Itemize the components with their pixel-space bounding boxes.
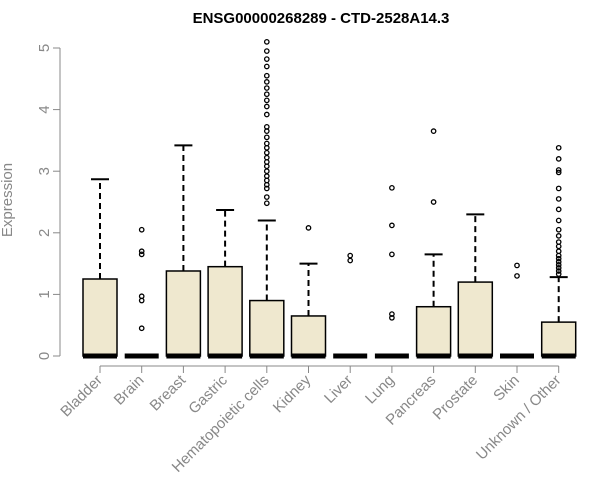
box-breast xyxy=(165,144,202,359)
outlier-point xyxy=(389,251,395,258)
outlier-point xyxy=(389,314,395,321)
y-tick-label: 0 xyxy=(36,352,53,360)
outlier-point xyxy=(555,169,562,176)
outlier-point xyxy=(263,63,270,70)
outlier-point xyxy=(555,255,562,262)
outlier-point xyxy=(555,258,562,265)
box-lung xyxy=(374,184,409,359)
outlier-point xyxy=(555,233,562,239)
box-unknown-other xyxy=(540,144,577,359)
box-body xyxy=(415,305,452,357)
outlier-point xyxy=(555,167,562,173)
box-body xyxy=(249,299,285,357)
box-hematopoietic-cells xyxy=(249,38,285,359)
box-body xyxy=(540,321,577,357)
chart-title: ENSG00000268289 - CTD-2528A14.3 xyxy=(193,10,450,27)
boxes-group xyxy=(82,38,577,359)
outlier-point xyxy=(263,38,270,45)
x-tick-label: Bladder xyxy=(57,372,106,421)
outlier-point xyxy=(138,251,145,258)
x-tick-label: Liver xyxy=(321,372,356,407)
outlier-point xyxy=(263,134,270,141)
box-body xyxy=(165,270,202,357)
box-skin xyxy=(500,262,534,359)
outlier-point xyxy=(389,311,395,317)
outlier-point xyxy=(138,248,145,255)
outlier-point xyxy=(138,293,145,300)
x-tick-label: Breast xyxy=(147,371,190,414)
outlier-point xyxy=(138,226,145,233)
box-kidney xyxy=(290,225,327,359)
outlier-point xyxy=(263,168,270,175)
outlier-point xyxy=(514,273,520,279)
box-body xyxy=(290,315,327,357)
outlier-point xyxy=(263,56,270,62)
outlier-point xyxy=(263,103,270,110)
outlier-point xyxy=(389,222,395,229)
y-tick-label: 1 xyxy=(36,290,53,298)
outlier-point xyxy=(263,194,270,200)
outlier-point xyxy=(263,85,270,91)
outlier-point xyxy=(347,252,354,259)
y-tick-label: 3 xyxy=(36,167,53,175)
box-bladder xyxy=(82,178,118,359)
box-body xyxy=(82,278,118,357)
x-tick-label: Brain xyxy=(111,372,148,409)
box-body xyxy=(457,281,494,357)
x-tick-label: Prostate xyxy=(430,372,482,424)
outlier-point xyxy=(514,262,520,269)
outlier-point xyxy=(555,261,562,268)
outlier-point xyxy=(555,144,562,151)
outlier-point xyxy=(430,199,437,205)
outlier-point xyxy=(555,206,562,213)
outlier-point xyxy=(555,217,562,224)
outlier-point xyxy=(555,239,562,245)
outlier-point xyxy=(263,72,270,79)
outlier-point xyxy=(555,271,562,277)
box-brain xyxy=(124,226,159,359)
outlier-point xyxy=(430,128,437,135)
outlier-point xyxy=(263,200,270,207)
outlier-point xyxy=(555,185,562,192)
y-axis-label: Expression xyxy=(0,163,16,237)
outlier-point xyxy=(555,196,562,202)
x-tick-label: Kidney xyxy=(270,371,315,416)
outlier-point xyxy=(263,140,270,147)
box-liver xyxy=(333,252,368,359)
y-tick-label: 2 xyxy=(36,229,53,237)
outlier-point xyxy=(263,97,270,104)
box-gastric xyxy=(207,209,243,359)
outlier-point xyxy=(263,123,270,130)
outlier-point xyxy=(347,257,354,264)
outlier-point xyxy=(263,111,270,118)
outlier-point xyxy=(555,226,562,233)
outlier-point xyxy=(555,268,562,274)
box-body xyxy=(207,265,243,357)
outlier-point xyxy=(263,48,270,54)
outlier-point xyxy=(305,225,312,231)
x-tick-label: Lung xyxy=(362,372,398,408)
y-axis: 0 1 2 3 4 5 xyxy=(36,44,61,360)
outlier-point xyxy=(263,79,270,85)
outlier-point xyxy=(263,185,270,192)
box-prostate xyxy=(457,213,494,359)
outlier-point xyxy=(138,325,145,332)
y-tick-label: 5 xyxy=(36,44,53,52)
outlier-point xyxy=(389,184,395,191)
outlier-point xyxy=(263,149,270,156)
outlier-point xyxy=(555,265,562,271)
box-pancreas xyxy=(415,128,452,359)
y-tick-label: 4 xyxy=(36,105,53,113)
outlier-point xyxy=(555,156,562,162)
outlier-point xyxy=(263,91,270,98)
x-tick-label: Skin xyxy=(490,372,523,405)
